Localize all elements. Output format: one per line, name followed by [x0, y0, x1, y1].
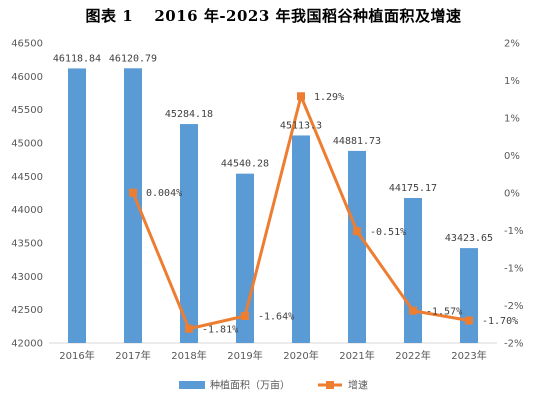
y-left-tick-label: 42000 [11, 339, 43, 350]
y-right-tick-label: -1% [504, 264, 523, 275]
y-left-tick-label: 44000 [11, 205, 43, 216]
data-labels: 46118.84 46120.79 45284.18 44540.28 45113.3 4… [53, 53, 518, 335]
line-marker [297, 92, 305, 101]
bar-value-label: 45284.18 [165, 109, 213, 120]
bar-value-label: 43423.65 [445, 233, 493, 244]
y-left-tick-label: 42500 [11, 305, 43, 316]
line-series [129, 92, 473, 333]
chart-title: 图表 1 2016 年-2023 年我国稻谷种植面积及增速 [85, 7, 462, 25]
x-tick-label: 2019年 [227, 349, 262, 362]
y-left-tick-label: 46500 [11, 39, 43, 50]
bar-value-label: 44540.28 [221, 159, 269, 170]
legend-line-label: 增速 [348, 379, 368, 392]
y-right-tick-label: 0% [504, 151, 520, 162]
line-marker [409, 306, 417, 315]
line-marker [353, 227, 361, 236]
line-marker [241, 312, 249, 320]
line-value-label: -1.70% [482, 316, 518, 327]
line-marker [129, 188, 137, 197]
legend-line-marker [326, 381, 334, 389]
y-right-tick-label: 1% [504, 76, 520, 87]
y-right-tick-label: -1% [504, 226, 523, 237]
x-tick-label: 2020年 [283, 349, 318, 362]
x-tick-label: 2016年 [59, 349, 94, 362]
line-marker [185, 324, 193, 333]
bar [460, 248, 478, 343]
line-value-label: -1.64% [258, 312, 294, 323]
y-left-tick-label: 46000 [11, 72, 43, 83]
bar [124, 68, 142, 343]
y-left-tick-label: 45000 [11, 139, 43, 150]
y-right-tick-label: -2% [504, 339, 523, 350]
bar [180, 124, 198, 344]
y-left-tick-label: 43500 [11, 239, 43, 250]
y-left-tick-label: 45500 [11, 105, 43, 116]
line-value-label: 0.004% [146, 188, 182, 199]
bar [68, 68, 86, 343]
bar [292, 135, 310, 343]
bar [404, 197, 422, 343]
line-marker [465, 316, 473, 325]
y-right-tick-label: 1% [504, 114, 520, 125]
y-left-tick-label: 44500 [11, 172, 43, 183]
legend-bar-swatch [179, 381, 205, 389]
bar-value-label: 46118.84 [53, 53, 101, 64]
x-tick-label: 2022年 [395, 349, 430, 362]
y-right-tick-label: 2% [504, 39, 520, 50]
line-value-label: -1.81% [202, 324, 238, 335]
bar-value-label: 45113.3 [280, 120, 322, 131]
y-right-tick-label: -2% [504, 301, 523, 312]
bar [348, 150, 366, 343]
bar-value-label: 44881.73 [333, 136, 381, 147]
chart-axes: 42000 42500 43000 43500 44000 44500 45000 45500… [11, 39, 523, 363]
line-value-label: -0.51% [370, 227, 406, 238]
legend-bar-label: 种植面积（万亩） [210, 379, 290, 392]
x-tick-label: 2021年 [339, 349, 374, 362]
y-left-tick-label: 43000 [11, 272, 43, 283]
x-tick-label: 2017年 [115, 349, 150, 362]
legend: 种植面积（万亩） 增速 [179, 379, 368, 392]
x-tick-label: 2018年 [171, 349, 206, 362]
line-value-label: 1.29% [314, 92, 344, 103]
x-tick-label: 2023年 [451, 349, 486, 362]
bar-value-label: 44175.17 [389, 183, 437, 194]
line-value-label: -1.57% [426, 306, 462, 317]
y-right-tick-label: 0% [504, 189, 520, 200]
bar-value-label: 46120.79 [109, 53, 157, 64]
